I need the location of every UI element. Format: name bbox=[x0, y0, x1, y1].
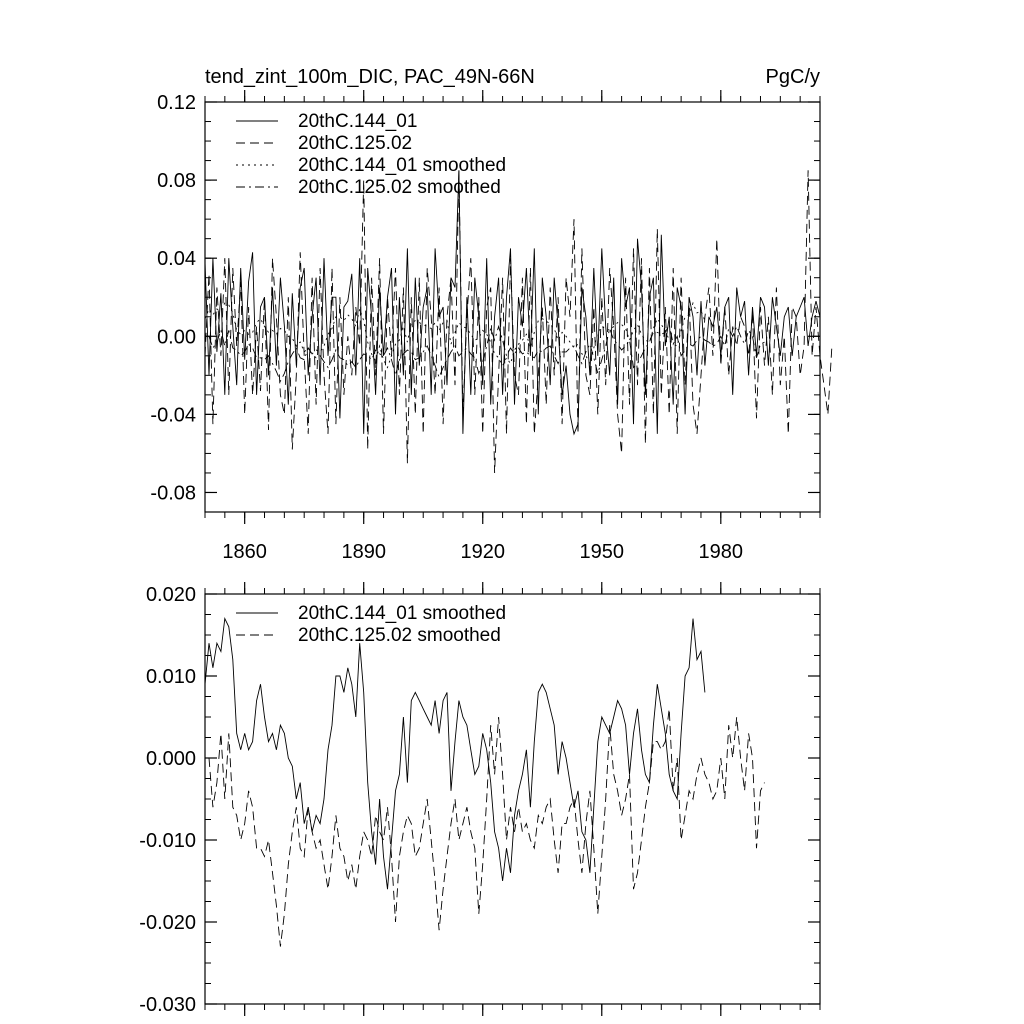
legend-label: 20thC.144_01 bbox=[298, 111, 417, 132]
y-tick-label: 0.020 bbox=[146, 584, 196, 606]
series-line bbox=[204, 301, 706, 369]
legend-label: 20thC.144_01 smoothed bbox=[298, 155, 506, 176]
series-line bbox=[204, 170, 821, 436]
x-tick-label: 1860 bbox=[222, 541, 267, 563]
y-tick-label: -0.010 bbox=[139, 830, 196, 852]
x-axis: 1860 1890 1920 1950 1980 bbox=[204, 90, 821, 563]
series-line bbox=[208, 708, 765, 947]
units-label: PgC/y bbox=[766, 66, 820, 88]
y-tick-label: 0.04 bbox=[157, 248, 196, 270]
legend-label: 20thC.125.02 smoothed bbox=[298, 177, 501, 198]
legend-label: 20thC.125.02 smoothed bbox=[298, 625, 501, 646]
y-tick-label: 0.010 bbox=[146, 666, 196, 688]
y-tick-label: -0.08 bbox=[150, 482, 196, 504]
x-tick-label: 1890 bbox=[341, 541, 386, 563]
y-tick-label: 0.08 bbox=[157, 170, 196, 192]
y-axis: -0.08 -0.04 0.00 0.04 0.08 0.12 bbox=[150, 92, 820, 513]
y-tick-label: -0.04 bbox=[150, 404, 196, 426]
y-tick-label: 0.000 bbox=[146, 748, 196, 770]
legend-label: 20thC.125.02 bbox=[298, 133, 412, 154]
series-group bbox=[204, 617, 765, 947]
x-tick-label: 1980 bbox=[699, 541, 744, 563]
y-tick-label: -0.020 bbox=[139, 912, 196, 934]
y-tick-label: 0.00 bbox=[157, 326, 196, 348]
plot-frame bbox=[204, 101, 821, 513]
series-group bbox=[204, 170, 833, 474]
y-tick-label: 0.12 bbox=[157, 92, 196, 114]
x-axis bbox=[204, 582, 821, 1016]
series-line bbox=[208, 323, 765, 383]
x-tick-label: 1950 bbox=[580, 541, 625, 563]
series-line bbox=[204, 170, 833, 474]
top-panel: tend_zint_100m_DIC, PAC_49N-66N PgC/y -0… bbox=[150, 66, 833, 563]
legend-label: 20thC.144_01 smoothed bbox=[298, 603, 506, 624]
bottom-panel: -0.030 -0.020 -0.010 0.000 0.010 0.020 20thC.… bbox=[139, 582, 821, 1016]
series-line bbox=[204, 617, 706, 890]
y-axis: -0.030 -0.020 -0.010 0.000 0.010 0.020 bbox=[139, 584, 820, 1016]
y-tick-label: -0.030 bbox=[139, 994, 196, 1016]
x-tick-label: 1920 bbox=[460, 541, 505, 563]
chart-title: tend_zint_100m_DIC, PAC_49N-66N bbox=[205, 66, 535, 88]
plot-frame bbox=[204, 593, 821, 1005]
